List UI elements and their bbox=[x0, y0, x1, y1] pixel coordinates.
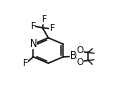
Text: F: F bbox=[30, 22, 35, 31]
Text: F: F bbox=[42, 15, 47, 24]
Text: F: F bbox=[23, 59, 28, 68]
Text: N: N bbox=[30, 39, 37, 49]
Text: F: F bbox=[49, 24, 54, 33]
Text: B: B bbox=[70, 52, 77, 62]
Text: O: O bbox=[77, 58, 84, 67]
Text: O: O bbox=[77, 46, 84, 55]
